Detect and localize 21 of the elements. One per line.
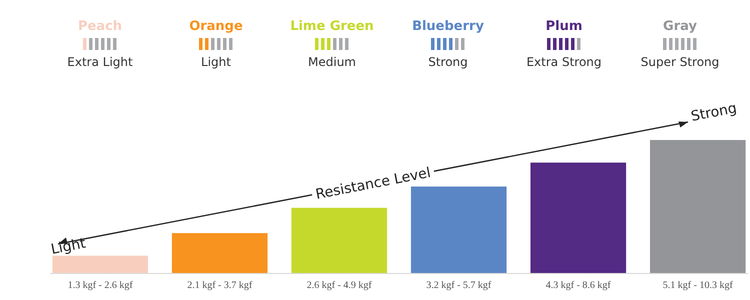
x-tick-label: 3.2 kgf - 5.7 kgf	[426, 280, 492, 291]
x-tick-label: 2.6 kgf - 4.9 kgf	[306, 280, 372, 291]
annotation: Light	[50, 235, 88, 258]
text: Super Strong	[640, 55, 720, 69]
text: Lime Green	[290, 19, 374, 34]
text: Orange	[189, 19, 243, 34]
x-tick-label: 1.3 kgf - 2.6 kgf	[68, 280, 134, 291]
text: Strong	[428, 55, 468, 69]
text: Extra Strong	[526, 55, 602, 69]
x-tick-label: 4.3 kgf - 8.6 kgf	[546, 280, 612, 291]
text: Light	[201, 55, 232, 69]
text: Peach	[78, 19, 122, 34]
text: Blueberry	[412, 19, 484, 34]
annotation: Resistance Level	[314, 165, 432, 203]
text: Extra Light	[67, 55, 134, 69]
text: Gray	[663, 19, 698, 34]
x-tick-label: 5.1 kgf - 10.3 kgf	[662, 280, 734, 291]
x-tick-label: 2.1 kgf - 3.7 kgf	[187, 280, 253, 291]
text: Medium	[308, 55, 356, 69]
text: Strong	[690, 100, 738, 125]
text: Plum	[546, 19, 582, 34]
